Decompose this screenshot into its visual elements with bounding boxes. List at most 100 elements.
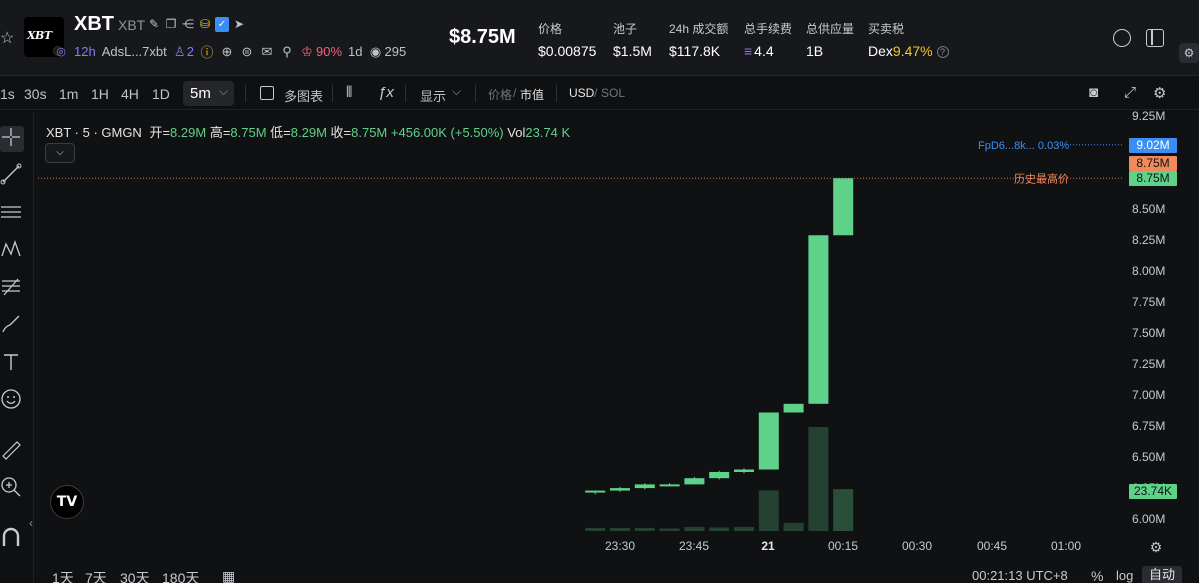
stat-total-supply: 总供应量 1B xyxy=(806,20,854,59)
coins-icon[interactable]: ⛁ xyxy=(199,17,211,31)
price-axis[interactable]: 6.00M6.25M6.50M6.75M7.00M7.25M7.50M7.75M… xyxy=(1124,109,1199,537)
legend-high-label: 高= xyxy=(209,125,231,140)
holders-count: 2 xyxy=(186,44,194,59)
candle xyxy=(634,484,655,489)
ruler-tool-icon[interactable] xyxy=(0,439,24,465)
website-icon[interactable]: ✓ xyxy=(215,17,229,32)
settings-icon[interactable]: ⚙ xyxy=(1179,43,1199,63)
percent-toggle[interactable]: % xyxy=(1091,568,1104,583)
zoom-in-icon[interactable] xyxy=(0,476,24,502)
interval-selector[interactable]: 5m ⌵ xyxy=(183,81,234,106)
interval-1s[interactable]: 1s xyxy=(0,86,15,102)
solana-icon: ≡ xyxy=(744,43,753,59)
telegram-icon[interactable]: ➤ xyxy=(233,17,245,31)
interval-1d[interactable]: 1D xyxy=(152,86,170,102)
chevron-down-icon: ⌵ xyxy=(219,84,229,98)
stat-pool-label: 池子 xyxy=(613,22,638,36)
legend-vol: 23.74 K xyxy=(525,125,571,140)
legend-collapse-button[interactable]: ⌵ xyxy=(45,143,75,163)
axis-settings-icon[interactable]: ⚙ xyxy=(1149,539,1163,555)
tradingview-logo[interactable]: TV xyxy=(50,485,84,519)
chevron-left-icon[interactable]: ‹ xyxy=(29,516,33,530)
range-1d[interactable]: 1天 xyxy=(52,570,74,583)
emoji-tool-icon[interactable] xyxy=(0,388,24,414)
interval-1h[interactable]: 1H xyxy=(91,86,109,102)
star-icon[interactable]: ☆ xyxy=(0,30,15,47)
fullscreen-icon[interactable]: ⤢ xyxy=(1124,84,1137,101)
volume-bar xyxy=(734,526,754,531)
stat-supply-value: 1B xyxy=(806,43,824,59)
settings-icon[interactable]: ⚙ xyxy=(1153,85,1167,102)
indicators-icon[interactable]: ƒx xyxy=(378,84,394,101)
volume-bar xyxy=(634,527,655,531)
warning-icon[interactable]: ⓘ xyxy=(200,45,214,60)
toggle-slash: / xyxy=(513,86,517,100)
crosshair-tool-icon[interactable] xyxy=(0,126,24,152)
stat-volume-24h: 24h 成交额 $117.8K xyxy=(669,20,728,59)
price-toggle[interactable]: 价格 xyxy=(488,88,513,102)
stat-tax-label: 买卖税 xyxy=(868,22,905,36)
range-7d[interactable]: 7天 xyxy=(85,570,107,583)
display-menu[interactable]: 显示 xyxy=(420,89,447,104)
time-tick-label: 00:45 xyxy=(976,539,1008,553)
toolbar-divider xyxy=(556,85,557,102)
interval-30s[interactable]: 30s xyxy=(24,86,47,102)
camera-icon[interactable]: ◙ xyxy=(1089,84,1099,101)
drawing-toolbar xyxy=(0,112,34,583)
stat-fees-label: 总手续费 xyxy=(744,22,793,36)
stat-fees-row: ≡ 4.4 xyxy=(744,43,792,59)
toggle-slash: / xyxy=(594,86,598,100)
copy-icon[interactable]: ❐ xyxy=(165,17,177,31)
volume-bar xyxy=(585,527,606,531)
interval-1m[interactable]: 1m xyxy=(59,86,79,102)
legend-open-label: 开= xyxy=(149,125,171,140)
token-address[interactable]: AdsL...7xbt xyxy=(101,44,167,59)
candle xyxy=(659,484,680,487)
mcap-toggle[interactable]: 市值 xyxy=(520,88,545,102)
text-tool-icon[interactable] xyxy=(0,351,24,377)
time-axis[interactable]: 23:30 23:45 21 00:15 00:30 00:45 01:00 ⚙ xyxy=(34,537,1199,559)
sidebar-toggle-icon[interactable] xyxy=(1146,29,1164,47)
candle-type-icon[interactable]: ⫴ xyxy=(346,84,353,101)
chart-plot[interactable]: FpD6...8k... 0.03% 历史最高价 xyxy=(34,112,1199,583)
price-chart[interactable]: FpD6...8k... 0.03% 历史最高价 XBT · 5 · GMGN 开… xyxy=(34,109,1199,583)
auto-scale-button[interactable]: 自动 xyxy=(1142,566,1182,583)
usd-toggle[interactable]: USD xyxy=(569,86,595,100)
token-symbol: XBT xyxy=(118,17,146,33)
interval-4h[interactable]: 4H xyxy=(121,86,139,102)
range-180d[interactable]: 180天 xyxy=(162,570,200,583)
edit-icon[interactable]: ✎ xyxy=(148,17,160,31)
stat-pool: 池子 $1.5M xyxy=(613,20,652,59)
log-toggle[interactable]: log xyxy=(1116,568,1134,583)
volume-bar xyxy=(610,527,630,531)
list-icon[interactable]: ⊜ xyxy=(241,43,253,59)
holder-price-tag: 9.02M xyxy=(1129,137,1177,153)
legend-low-label: 低= xyxy=(270,125,291,140)
candle xyxy=(684,478,705,485)
globe-icon[interactable]: ⊕ xyxy=(221,43,233,59)
fib-tool-icon[interactable] xyxy=(0,276,24,302)
search-icon[interactable]: ⚲ xyxy=(282,43,292,59)
multi-chart-checkbox[interactable] xyxy=(260,86,274,100)
share-icon[interactable]: ⋲ xyxy=(182,17,194,31)
token-meta-row: ◎ 12h AdsL...7xbt ♙ 2 ⓘ ⊕ ⊜ ✉ ⚲ ♔ 90% 1d… xyxy=(54,42,406,61)
calendar-icon[interactable]: ▦ xyxy=(222,568,236,583)
clock-time[interactable]: 00:21:13 UTC+8 xyxy=(972,568,1068,583)
magnet-icon[interactable] xyxy=(0,526,24,552)
chat-icon[interactable]: ✉ xyxy=(261,43,273,59)
stat-tax: 买卖税 Dex9.47% ? xyxy=(868,20,949,59)
brush-tool-icon[interactable] xyxy=(0,313,24,339)
trendline-tool-icon[interactable] xyxy=(0,163,24,189)
sol-toggle[interactable]: SOL xyxy=(601,86,626,100)
chain-badge-icon xyxy=(53,46,63,56)
candle xyxy=(758,412,779,470)
token-logo-text: XBT xyxy=(27,29,52,42)
range-30d[interactable]: 30天 xyxy=(120,570,150,583)
toolbar-divider xyxy=(405,85,406,102)
horizontal-lines-tool-icon[interactable] xyxy=(0,201,24,227)
time-tick-label: 00:30 xyxy=(901,539,933,553)
pattern-tool-icon[interactable] xyxy=(0,238,24,264)
multi-chart-label[interactable]: 多图表 xyxy=(284,89,324,104)
alarm-icon[interactable] xyxy=(1113,29,1131,47)
help-icon[interactable]: ? xyxy=(936,46,949,58)
